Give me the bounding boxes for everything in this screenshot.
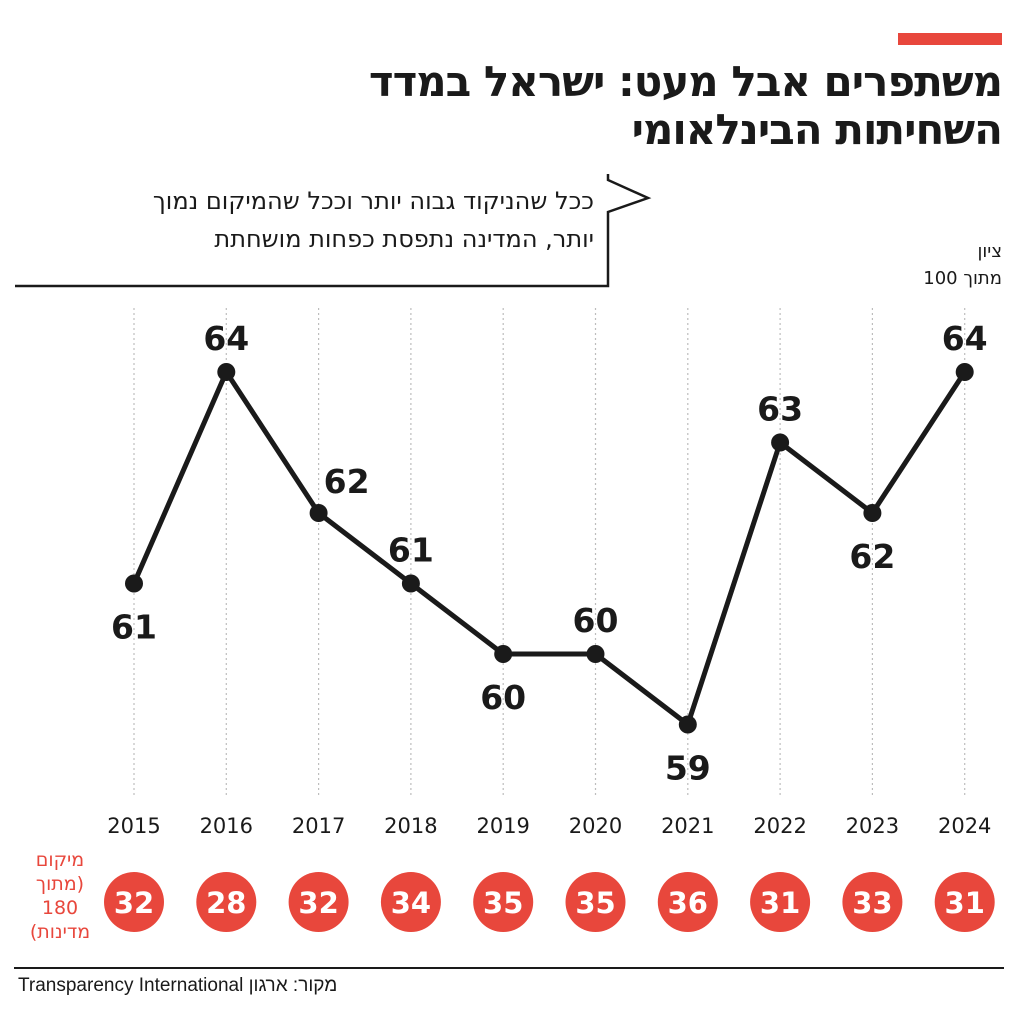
rank-legend-line-4: מדינות) bbox=[29, 921, 91, 943]
x-tick-label: 2023 bbox=[846, 814, 899, 838]
rank-badge bbox=[196, 872, 257, 932]
title-line-1: משתפרים אבל מעט: ישראל במדד bbox=[368, 57, 1003, 106]
data-label: 64 bbox=[942, 319, 988, 358]
callout-box bbox=[15, 174, 652, 288]
x-tick-label: 2019 bbox=[476, 814, 529, 838]
chart-subtitle: ככל שהניקוד גבוה יותר וככל שהמיקום נמוך … bbox=[0, 182, 594, 258]
rank-legend-line-2: (מתוך bbox=[35, 873, 85, 895]
rank-badge bbox=[104, 872, 164, 932]
rank-badge bbox=[473, 872, 534, 932]
subtitle-line-1: ככל שהניקוד גבוה יותר וככל שהמיקום נמוך bbox=[152, 187, 594, 215]
data-label: 61 bbox=[388, 531, 434, 570]
line-chart: 61 64 62 61 60 60 59 63 62 64 2015 2016 2017 2018 2019… bbox=[104, 308, 995, 932]
data-point bbox=[309, 504, 328, 522]
data-label: 61 bbox=[111, 608, 157, 647]
rank-badge bbox=[934, 872, 995, 932]
source-divider bbox=[14, 967, 1004, 969]
data-label: 59 bbox=[665, 749, 711, 788]
x-tick-label: 2021 bbox=[661, 814, 714, 838]
data-point bbox=[401, 574, 420, 593]
rank-badge bbox=[380, 872, 441, 932]
title-line-2: השחיתות הבינלאומי bbox=[631, 105, 1003, 154]
rank-label: 31 bbox=[760, 886, 800, 920]
data-label: 60 bbox=[573, 601, 619, 640]
data-point bbox=[678, 715, 697, 734]
rank-legend: מיקום (מתוך 180 מדינות) bbox=[14, 848, 106, 944]
data-point bbox=[586, 645, 605, 663]
data-point bbox=[955, 363, 974, 381]
rank-label: 35 bbox=[483, 886, 523, 920]
data-point bbox=[863, 504, 882, 522]
source-credit: מקור: ארגון Transparency International bbox=[18, 975, 338, 996]
series-line bbox=[131, 369, 968, 727]
data-point bbox=[125, 574, 143, 593]
x-tick-label: 2018 bbox=[384, 814, 437, 838]
subtitle-line-2: יותר, המדינה נתפסת כפחות מושחתת bbox=[214, 225, 594, 253]
accent-bar bbox=[898, 33, 1002, 45]
rank-badge bbox=[750, 872, 811, 932]
data-label: 64 bbox=[203, 319, 249, 358]
rank-label: 28 bbox=[206, 886, 246, 920]
rank-label: 33 bbox=[852, 886, 892, 920]
rank-label: 34 bbox=[391, 886, 431, 920]
data-point bbox=[217, 363, 236, 381]
rank-badge bbox=[565, 872, 626, 932]
y-axis-label-line-1: ציון bbox=[977, 241, 1002, 262]
x-tick-label: 2017 bbox=[292, 814, 345, 838]
rank-legend-line-1: מיקום bbox=[35, 849, 85, 871]
rank-badge bbox=[657, 872, 718, 932]
x-tick-label: 2022 bbox=[753, 814, 806, 838]
rank-badge bbox=[842, 872, 903, 932]
rank-label: 32 bbox=[114, 886, 154, 920]
data-label: 60 bbox=[480, 678, 526, 717]
rank-badge bbox=[288, 872, 349, 932]
y-axis-label: ציון מתוך 100 bbox=[923, 238, 1002, 292]
x-tick-label: 2024 bbox=[938, 814, 991, 838]
data-point bbox=[494, 645, 513, 663]
x-tick-label: 2020 bbox=[569, 814, 622, 838]
data-label: 62 bbox=[324, 462, 370, 501]
data-label: 62 bbox=[849, 537, 895, 576]
rank-label: 36 bbox=[668, 886, 708, 920]
data-label: 63 bbox=[757, 390, 803, 429]
rank-label: 35 bbox=[575, 886, 615, 920]
rank-label: 32 bbox=[298, 886, 338, 920]
x-tick-label: 2016 bbox=[200, 814, 253, 838]
data-point bbox=[771, 433, 790, 452]
chart-title: משתפרים אבל מעט: ישראל במדד השחיתות הבינ… bbox=[302, 57, 1003, 154]
y-axis-label-line-2: מתוך 100 bbox=[923, 268, 1002, 289]
rank-legend-line-3: 180 bbox=[41, 897, 79, 919]
rank-label: 31 bbox=[945, 886, 985, 920]
x-tick-label: 2015 bbox=[107, 814, 160, 838]
